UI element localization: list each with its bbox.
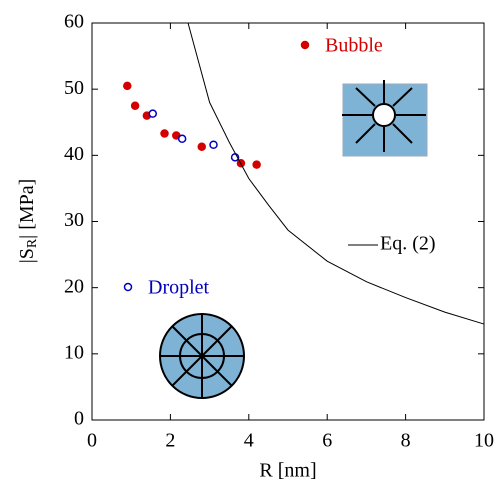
x-tick-label: 4 <box>244 430 254 452</box>
x-tick-label: 2 <box>165 430 175 452</box>
bubble-inset <box>342 80 428 157</box>
x-tick-label: 8 <box>401 430 411 452</box>
inset-arrows <box>160 314 244 398</box>
y-tick-label: 0 <box>74 408 84 430</box>
legend-marker <box>300 40 310 50</box>
legend-label: Droplet <box>148 277 210 299</box>
inset-arrows <box>342 80 426 152</box>
plot-frame <box>91 22 485 421</box>
y-tick-label: 60 <box>64 11 84 33</box>
y-tick-label: 40 <box>64 143 84 165</box>
y-tick-label: 30 <box>64 209 84 231</box>
y-label-sub: R <box>25 238 40 248</box>
marker <box>130 101 140 110</box>
x-tick-label: 10 <box>474 430 494 452</box>
marker <box>197 142 207 151</box>
y-label-text: |S <box>16 248 38 263</box>
x-tick-label: 6 <box>322 430 332 452</box>
y-axis-label: |SR| [MPa] <box>16 179 41 264</box>
y-tick-label: 10 <box>64 341 84 363</box>
droplet-inset <box>159 313 245 399</box>
marker <box>160 129 169 138</box>
curve <box>187 22 485 325</box>
marker <box>148 109 158 118</box>
marker <box>123 81 132 91</box>
marker <box>252 160 261 169</box>
y-label-suffix: | [MPa] <box>16 179 38 239</box>
legend-label: Bubble <box>325 35 383 57</box>
y-tick-label: 50 <box>64 77 84 99</box>
legend-label: Eq. (2) <box>380 233 436 255</box>
legend-marker <box>123 282 133 292</box>
y-tick-label: 20 <box>64 275 84 297</box>
marker <box>209 140 218 149</box>
marker <box>177 134 187 144</box>
inset-hole <box>372 103 396 127</box>
x-tick-label: 0 <box>87 430 97 452</box>
x-axis-label: R [nm] <box>259 460 316 482</box>
